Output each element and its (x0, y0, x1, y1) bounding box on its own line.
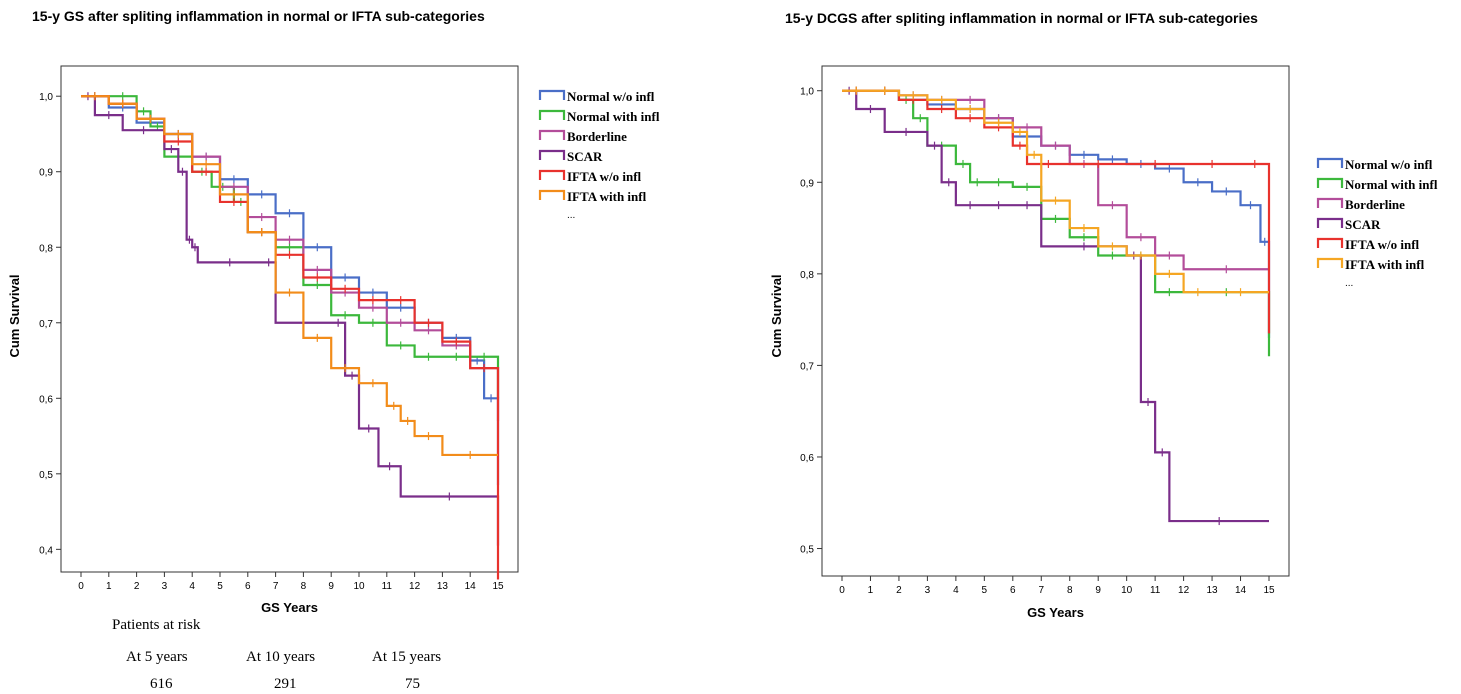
risk-col-label-5y: At 5 years (126, 649, 188, 665)
legend-label-scar: SCAR (567, 149, 603, 164)
legend-label-normal-with-infl: Normal with infl (567, 109, 660, 124)
x-tick-label: 0 (78, 581, 84, 592)
legend-swatch-normal-with-infl (1316, 177, 1344, 188)
y-tick-label: 0,8 (39, 243, 53, 254)
x-tick-label: 5 (217, 581, 223, 592)
y-tick-label: 1,0 (800, 87, 814, 98)
x-tick-label: 8 (301, 581, 307, 592)
y-tick-label: 0,6 (39, 394, 53, 405)
x-tick-label: 13 (437, 581, 449, 592)
y-tick-label: 0,8 (800, 270, 814, 281)
legend-label-borderline: Borderline (1345, 197, 1405, 212)
chart-title-left: 15-y GS after spliting inflammation in n… (32, 8, 485, 24)
legend-swatch-ifta-w-o-infl (538, 169, 566, 180)
legend-swatch-normal-with-infl (538, 109, 566, 120)
x-tick-label: 15 (1263, 585, 1275, 596)
x-axis-label: GS Years (1027, 605, 1084, 620)
legend-left: Normal w/o infl Normal with infl Borderlin… (538, 89, 660, 221)
legend-swatch-scar (538, 149, 566, 160)
x-tick-label: 11 (382, 581, 393, 592)
x-tick-label: 2 (134, 581, 140, 592)
x-tick-label: 3 (925, 585, 931, 596)
x-tick-label: 2 (896, 585, 902, 596)
y-tick-label: 0,9 (39, 168, 53, 179)
x-tick-label: 14 (465, 581, 477, 592)
legend-right: Normal w/o infl Normal with infl Borderlin… (1316, 157, 1438, 289)
risk-value-10y: 291 (274, 676, 297, 692)
legend-label-ifta-with-infl: IFTA with infl (1345, 257, 1425, 272)
x-tick-label: 1 (106, 581, 112, 592)
x-tick-label: 7 (273, 581, 279, 592)
y-tick-label: 0,4 (39, 545, 53, 556)
x-tick-label: 14 (1235, 585, 1247, 596)
x-axis-label: GS Years (261, 600, 318, 615)
chart-title-right: 15-y DCGS after spliting inflammation in… (785, 10, 1258, 26)
x-tick-label: 9 (1095, 585, 1101, 596)
y-tick-label: 0,9 (800, 178, 814, 189)
plot-frame (821, 65, 1290, 577)
y-tick-label: 0,5 (39, 470, 53, 481)
legend-swatch-normal-w-o-infl (538, 89, 566, 100)
km-plot-right: 0,50,60,70,80,91,00 1 2 3 4 5 6 7 8 9 10 11 12 13 14 15… (769, 65, 1290, 620)
x-tick-label: 13 (1207, 585, 1219, 596)
series-line-scar (81, 95, 500, 546)
x-tick-label: 8 (1067, 585, 1073, 596)
legend-label-ifta-with-infl: IFTA with infl (567, 189, 647, 204)
legend-more: ... (1345, 278, 1353, 289)
risk-value-15y: 75 (405, 676, 420, 692)
risk-table-title: Patients at risk (112, 617, 201, 633)
x-tick-label: 15 (492, 581, 504, 592)
x-tick-label: 6 (1010, 585, 1016, 596)
x-tick-label: 12 (1178, 585, 1190, 596)
x-tick-label: 6 (245, 581, 251, 592)
x-tick-label: 0 (839, 585, 845, 596)
y-tick-label: 0,6 (800, 453, 814, 464)
legend-label-normal-with-infl: Normal with infl (1345, 177, 1438, 192)
x-tick-label: 10 (353, 581, 365, 592)
legend-label-normal-w-o-infl: Normal w/o infl (567, 89, 655, 104)
x-tick-label: 1 (868, 585, 874, 596)
x-tick-label: 4 (953, 585, 959, 596)
legend-label-ifta-w-o-infl: IFTA w/o infl (1345, 237, 1420, 252)
legend-label-borderline: Borderline (567, 129, 627, 144)
km-plot-left: 0,40,50,60,70,80,91,00 1 2 3 4 5 6 7 8 9 10 11 12 13 1… (7, 65, 519, 615)
y-tick-label: 0,7 (800, 361, 814, 372)
risk-col-label-10y: At 10 years (246, 649, 316, 665)
x-tick-label: 7 (1038, 585, 1044, 596)
legend-label-scar: SCAR (1345, 217, 1381, 232)
y-tick-label: 1,0 (39, 92, 53, 103)
x-tick-label: 5 (982, 585, 988, 596)
risk-value-5y: 616 (150, 676, 173, 692)
legend-swatch-borderline (1316, 197, 1344, 208)
legend-swatch-ifta-with-infl (1316, 257, 1344, 268)
y-tick-label: 0,7 (39, 319, 53, 330)
legend-swatch-normal-w-o-infl (1316, 157, 1344, 168)
legend-swatch-ifta-with-infl (538, 189, 566, 200)
x-tick-label: 9 (328, 581, 334, 592)
legend-swatch-scar (1316, 217, 1344, 228)
x-tick-label: 12 (409, 581, 421, 592)
legend-swatch-ifta-w-o-infl (1316, 237, 1344, 248)
legend-label-ifta-w-o-infl: IFTA w/o infl (567, 169, 642, 184)
y-axis-label: Cum Survival (7, 274, 22, 357)
x-tick-label: 3 (162, 581, 168, 592)
y-axis-label: Cum Survival (769, 274, 784, 357)
x-tick-label: 4 (189, 581, 195, 592)
y-tick-label: 0,5 (800, 545, 814, 556)
x-tick-label: 10 (1121, 585, 1133, 596)
legend-label-normal-w-o-infl: Normal w/o infl (1345, 157, 1433, 172)
plot-frame (60, 65, 519, 573)
risk-col-label-15y: At 15 years (372, 649, 442, 665)
x-tick-label: 11 (1150, 585, 1161, 596)
legend-swatch-borderline (538, 129, 566, 140)
legend-more: ... (567, 210, 575, 221)
